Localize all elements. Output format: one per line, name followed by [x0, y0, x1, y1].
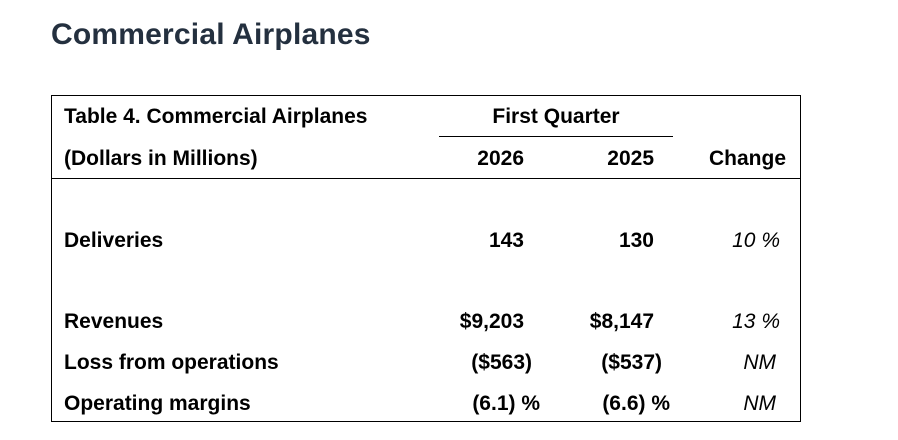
row-label-revenues: Revenues	[64, 310, 164, 333]
first-quarter-header: First Quarter	[492, 105, 620, 128]
row-label-loss-from-operations: Loss from operations	[64, 351, 279, 374]
table-title: Table 4. Commercial Airplanes	[64, 105, 368, 128]
loss-from-operations-change: NM	[743, 351, 776, 374]
first-quarter-underline	[439, 136, 673, 137]
row-label-deliveries: Deliveries	[64, 229, 164, 252]
header-divider	[52, 178, 800, 179]
table-units: (Dollars in Millions)	[64, 147, 258, 170]
loss-from-operations-2026: ($563)	[471, 351, 532, 374]
column-header-2025: 2025	[607, 147, 654, 170]
commercial-airplanes-table: Table 4. Commercial Airplanes (Dollars i…	[51, 95, 801, 422]
column-header-change: Change	[709, 147, 787, 170]
operating-margins-2025: (6.6) %	[602, 392, 670, 415]
row-label-operating-margins: Operating margins	[64, 392, 251, 415]
column-header-2026: 2026	[477, 147, 524, 170]
page-heading: Commercial Airplanes	[51, 18, 371, 51]
operating-margins-change: NM	[743, 392, 776, 415]
revenues-2025: $8,147	[589, 310, 654, 333]
deliveries-2025: 130	[618, 229, 654, 252]
loss-from-operations-2025: ($537)	[601, 351, 662, 374]
deliveries-2026: 143	[488, 229, 524, 252]
revenues-2026: $9,203	[459, 310, 524, 333]
revenues-change: 13 %	[732, 310, 780, 333]
operating-margins-2026: (6.1) %	[472, 392, 540, 415]
deliveries-change: 10 %	[732, 229, 780, 252]
